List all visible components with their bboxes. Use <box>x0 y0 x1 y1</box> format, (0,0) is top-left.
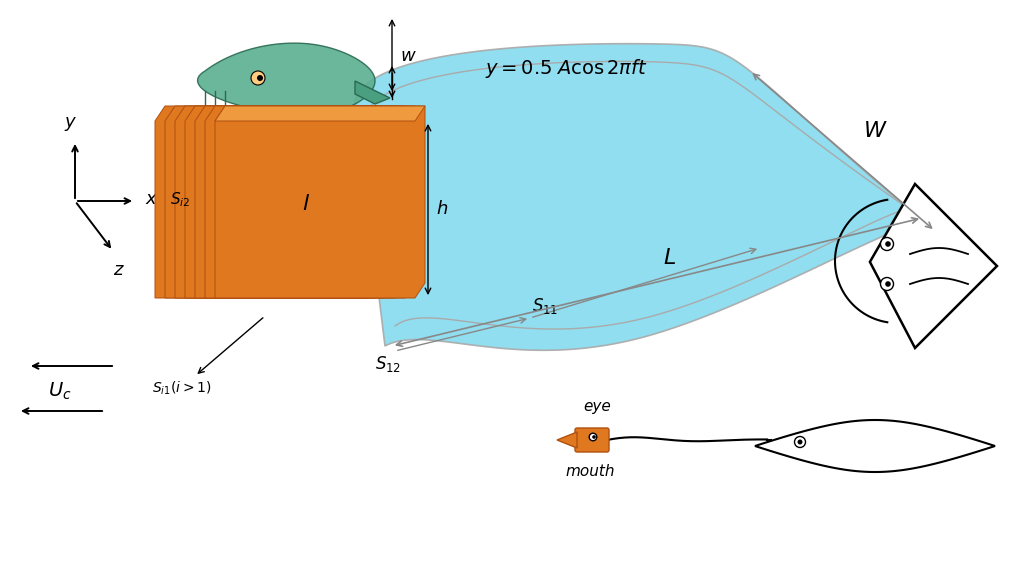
Polygon shape <box>215 106 425 121</box>
Circle shape <box>589 433 597 441</box>
Text: w: w <box>400 47 415 65</box>
Text: z: z <box>114 261 123 279</box>
Text: W: W <box>864 121 886 141</box>
Text: $S_{i1}(i>1)$: $S_{i1}(i>1)$ <box>153 380 212 397</box>
Text: y: y <box>65 113 76 131</box>
Text: L: L <box>664 248 676 268</box>
Circle shape <box>257 75 263 81</box>
Polygon shape <box>355 81 390 104</box>
Circle shape <box>881 278 894 290</box>
Polygon shape <box>198 43 375 114</box>
Polygon shape <box>195 106 406 298</box>
Text: $U_c$: $U_c$ <box>48 380 72 401</box>
Circle shape <box>885 241 891 247</box>
Circle shape <box>798 439 803 445</box>
Text: eye: eye <box>583 399 611 414</box>
Circle shape <box>885 281 891 287</box>
Polygon shape <box>155 106 365 298</box>
Polygon shape <box>175 106 385 298</box>
Circle shape <box>795 437 806 448</box>
Text: $S_{i2}$: $S_{i2}$ <box>170 190 190 209</box>
Text: h: h <box>436 200 447 218</box>
Polygon shape <box>355 44 936 350</box>
Circle shape <box>251 71 265 85</box>
Polygon shape <box>557 432 577 448</box>
Circle shape <box>592 435 596 439</box>
Polygon shape <box>205 106 415 298</box>
Text: $S_{12}$: $S_{12}$ <box>375 354 401 374</box>
Polygon shape <box>755 420 995 472</box>
Text: x: x <box>145 190 156 208</box>
Polygon shape <box>165 106 375 298</box>
Text: mouth: mouth <box>565 464 614 479</box>
Text: l: l <box>302 195 308 214</box>
Polygon shape <box>870 184 997 348</box>
Polygon shape <box>215 106 425 298</box>
Circle shape <box>881 237 894 251</box>
Text: $S_{11}$: $S_{11}$ <box>531 296 558 316</box>
Text: $y = 0.5\;A\cos2\pi ft$: $y = 0.5\;A\cos2\pi ft$ <box>485 56 648 79</box>
Polygon shape <box>185 106 395 298</box>
FancyBboxPatch shape <box>575 428 609 452</box>
